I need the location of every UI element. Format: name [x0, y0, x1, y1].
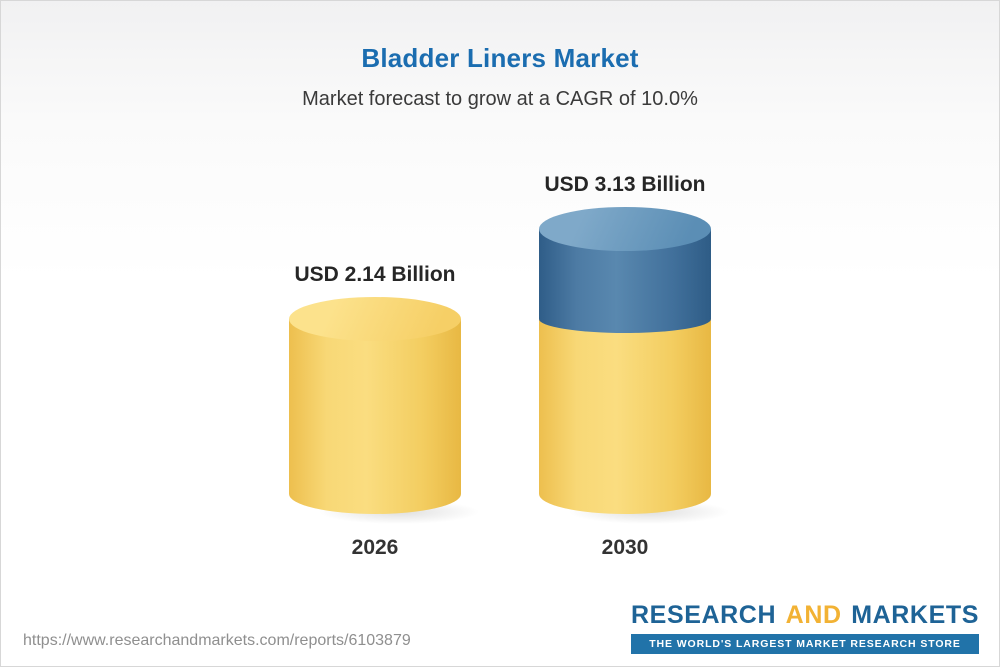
cylinder-top-cap-2030 [539, 207, 711, 251]
brand-word-and: AND [785, 601, 842, 629]
cylinder-2026 [289, 297, 499, 527]
value-label-2026: USD 2.14 Billion [294, 263, 456, 286]
report-url-link[interactable]: https://www.researchandmarkets.com/repor… [23, 632, 411, 649]
brand-tagline: THE WORLD'S LARGEST MARKET RESEARCH STOR… [631, 634, 979, 654]
bar-2026: USD 2.14 Billion 2026 [289, 263, 499, 560]
footer: https://www.researchandmarkets.com/repor… [1, 588, 999, 666]
brand-logo: RESEARCH AND MARKETS THE WORLD'S LARGEST… [631, 601, 979, 654]
cylinder-2030 [539, 207, 749, 527]
cylinder-top-cap-2026 [289, 297, 461, 341]
bar-segment-base-2030 [539, 313, 711, 514]
bar-2030: USD 3.13 Billion 2030 [539, 173, 749, 560]
brand-word-research: RESEARCH [631, 601, 777, 629]
bar-chart: USD 2.14 Billion 2026 USD 3.13 Billion 2… [1, 173, 999, 560]
header: Bladder Liners Market Market forecast to… [1, 43, 999, 111]
value-label-2030: USD 3.13 Billion [544, 173, 706, 196]
year-label-2026: 2026 [351, 536, 399, 559]
bar-segment-base-2026 [289, 319, 461, 514]
brand-word-markets: MARKETS [851, 601, 979, 629]
year-label-2030: 2030 [601, 536, 649, 559]
chart-subtitle: Market forecast to grow at a CAGR of 10.… [302, 88, 698, 110]
chart-title: Bladder Liners Market [361, 43, 639, 73]
brand-name: RESEARCH AND MARKETS [631, 601, 979, 630]
